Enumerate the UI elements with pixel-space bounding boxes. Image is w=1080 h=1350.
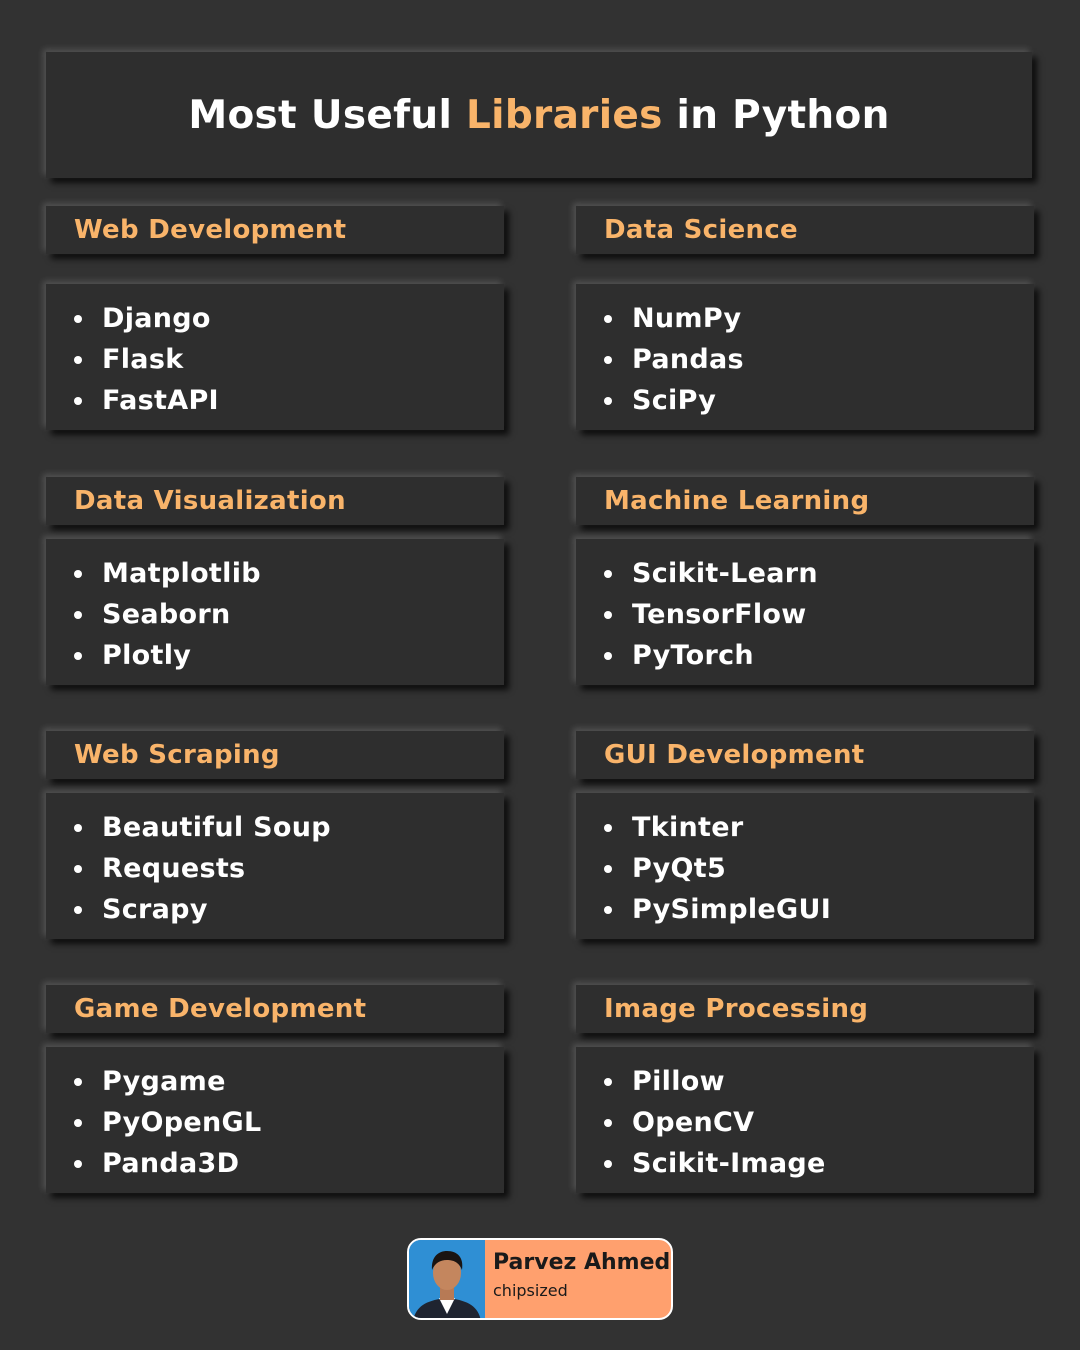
list-item: Plotly [74, 635, 504, 676]
list-item: Scrapy [74, 889, 504, 930]
list-item: Scikit-Image [604, 1143, 1034, 1184]
bullet-icon [74, 396, 82, 405]
section-list-game-development: Pygame PyOpenGL Panda3D [46, 1047, 504, 1193]
list-item: TensorFlow [604, 594, 1034, 635]
bullet-icon [604, 823, 612, 832]
bullet-icon [74, 355, 82, 364]
person-icon [409, 1240, 485, 1318]
section-heading: Data Science [604, 215, 798, 245]
section-header-machine-learning: Machine Learning [576, 477, 1034, 525]
section-list-image-processing: Pillow OpenCV Scikit-Image [576, 1047, 1034, 1193]
section-heading: Web Scraping [74, 740, 280, 770]
title-text-end: in Python [662, 92, 890, 138]
author-name: Parvez Ahmed [493, 1250, 671, 1275]
title-text-accent: Libraries [466, 92, 663, 138]
bullet-icon [74, 1118, 82, 1127]
list-item: PyTorch [604, 635, 1034, 676]
section-header-web-development: Web Development [46, 206, 504, 254]
list-item: Seaborn [74, 594, 504, 635]
section-list-web-scraping: Beautiful Soup Requests Scrapy [46, 793, 504, 939]
section-heading: Data Visualization [74, 486, 346, 516]
bullet-icon [74, 1159, 82, 1168]
list-item: Pandas [604, 339, 1034, 380]
bullet-icon [604, 396, 612, 405]
list-item: Flask [74, 339, 504, 380]
section-list-web-development: Django Flask FastAPI [46, 284, 504, 430]
bullet-icon [74, 864, 82, 873]
list-item: Pillow [604, 1061, 1034, 1102]
section-list-gui-development: Tkinter PyQt5 PySimpleGUI [576, 793, 1034, 939]
bullet-icon [604, 314, 612, 323]
bullet-icon [74, 569, 82, 578]
bullet-icon [74, 905, 82, 914]
title-text-start: Most Useful [188, 92, 466, 138]
list-item: SciPy [604, 380, 1034, 421]
bullet-icon [74, 823, 82, 832]
bullet-icon [74, 610, 82, 619]
section-list-data-visualization: Matplotlib Seaborn Plotly [46, 539, 504, 685]
section-header-data-science: Data Science [576, 206, 1034, 254]
bullet-icon [604, 905, 612, 914]
bullet-icon [74, 651, 82, 660]
avatar [409, 1240, 485, 1318]
bullet-icon [604, 1118, 612, 1127]
author-info: Parvez Ahmed chipsized [485, 1240, 671, 1318]
bullet-icon [604, 1077, 612, 1086]
bullet-icon [604, 569, 612, 578]
section-heading: Machine Learning [604, 486, 870, 516]
list-item: Beautiful Soup [74, 807, 504, 848]
author-handle: chipsized [493, 1281, 568, 1300]
section-list-machine-learning: Scikit-Learn TensorFlow PyTorch [576, 539, 1034, 685]
list-item: Pygame [74, 1061, 504, 1102]
section-heading: Web Development [74, 215, 347, 245]
list-item: FastAPI [74, 380, 504, 421]
list-item: Panda3D [74, 1143, 504, 1184]
list-item: Django [74, 298, 504, 339]
bullet-icon [604, 355, 612, 364]
list-item: Requests [74, 848, 504, 889]
section-list-data-science: NumPy Pandas SciPy [576, 284, 1034, 430]
section-heading: GUI Development [604, 740, 865, 770]
list-item: Matplotlib [74, 553, 504, 594]
section-header-image-processing: Image Processing [576, 985, 1034, 1033]
page-title: Most Useful Libraries in Python [188, 93, 889, 138]
bullet-icon [74, 1077, 82, 1086]
list-item: PySimpleGUI [604, 889, 1034, 930]
list-item: Tkinter [604, 807, 1034, 848]
bullet-icon [604, 610, 612, 619]
section-header-data-visualization: Data Visualization [46, 477, 504, 525]
list-item: PyQt5 [604, 848, 1034, 889]
section-heading: Game Development [74, 994, 367, 1024]
bullet-icon [604, 1159, 612, 1168]
title-panel: Most Useful Libraries in Python [46, 52, 1032, 178]
list-item: Scikit-Learn [604, 553, 1034, 594]
author-card: Parvez Ahmed chipsized [407, 1238, 673, 1320]
section-heading: Image Processing [604, 994, 869, 1024]
section-header-game-development: Game Development [46, 985, 504, 1033]
list-item: NumPy [604, 298, 1034, 339]
bullet-icon [604, 651, 612, 660]
section-header-web-scraping: Web Scraping [46, 731, 504, 779]
list-item: PyOpenGL [74, 1102, 504, 1143]
bullet-icon [74, 314, 82, 323]
list-item: OpenCV [604, 1102, 1034, 1143]
section-header-gui-development: GUI Development [576, 731, 1034, 779]
bullet-icon [604, 864, 612, 873]
